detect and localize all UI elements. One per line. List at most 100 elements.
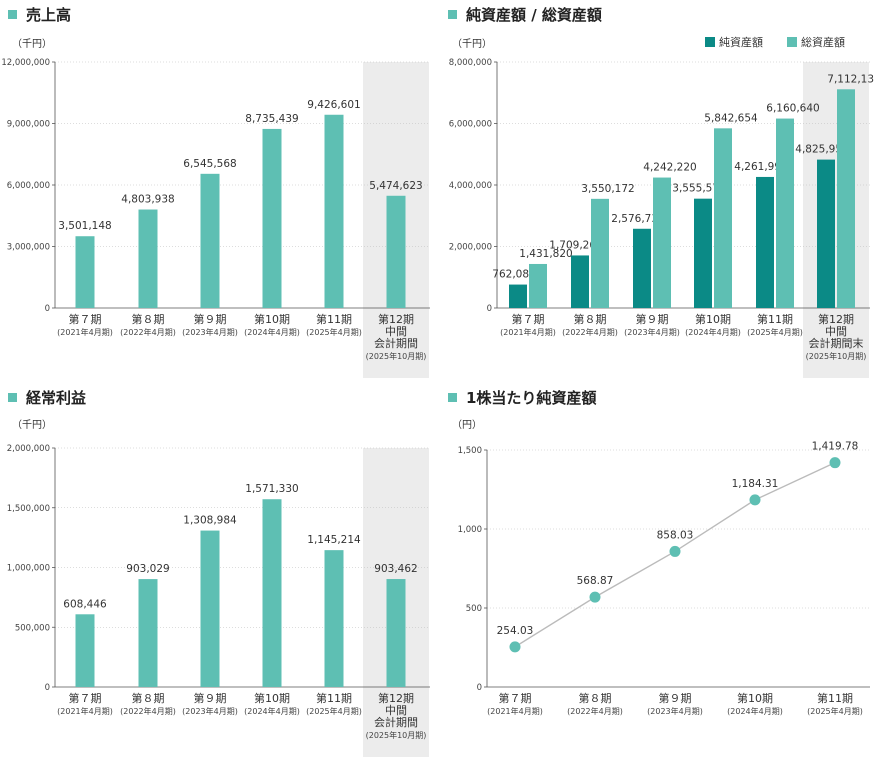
data-label: 1,571,330 — [245, 483, 298, 495]
bar-純資産額 — [817, 159, 835, 308]
data-label: 1,709,261 — [549, 239, 602, 251]
chart-panel-1: 売上高 （千円） 12,000,000 9,000,000 6,000,000 3,000… — [1, 6, 430, 378]
data-point — [589, 591, 601, 603]
x-category-sublabel: (2021年4月期) — [500, 327, 556, 337]
y-tick-label: 6,000,000 — [7, 181, 50, 191]
bar-経常利益 — [262, 499, 282, 687]
x-category-sublabel: 会計期間 — [374, 715, 418, 729]
x-category-sublabel: (2024年4月期) — [727, 706, 783, 716]
y-tick-label: 12,000,000 — [1, 58, 50, 68]
bar-総資産額 — [776, 118, 794, 308]
x-category-label: 第12期 — [378, 691, 414, 705]
x-category-sublabel: (2024年4月期) — [244, 327, 300, 337]
x-category-sublabel: (2024年4月期) — [685, 327, 741, 337]
y-unit-label: （円） — [452, 419, 482, 431]
x-category-label: 第12期 — [378, 312, 414, 326]
data-label: 1,308,984 — [183, 515, 237, 527]
x-category-label: 第10期 — [254, 312, 290, 326]
x-category-sublabel: (2022年4月期) — [567, 706, 623, 716]
data-label: 5,842,654 — [704, 112, 758, 124]
x-category-sublabel: (2023年4月期) — [624, 327, 680, 337]
x-category-sublabel: 会計期間 — [374, 336, 418, 350]
x-category-label: 第10期 — [695, 312, 731, 326]
legend-label: 総資産額 — [801, 35, 845, 49]
x-category-label: 第８期 — [574, 312, 607, 326]
y-tick-label: 500 — [466, 604, 482, 614]
y-tick-label: 8,000,000 — [449, 58, 492, 68]
x-category-sublabel: (2025年10月期) — [366, 730, 427, 740]
bar-売上高 — [200, 173, 220, 308]
x-category-sublabel: 中間 — [825, 325, 847, 338]
x-category-sublabel: (2024年4月期) — [244, 706, 300, 716]
data-point — [749, 494, 761, 506]
data-label: 762,081 — [492, 269, 535, 281]
y-tick-label: 6,000,000 — [449, 120, 492, 130]
bar-売上高 — [75, 236, 95, 308]
data-label: 7,112,133 — [827, 73, 874, 85]
bar-売上高 — [324, 114, 344, 309]
y-tick-label: 0 — [477, 683, 482, 693]
bar-売上高 — [138, 209, 158, 308]
chart-title: 1株当たり純資産額 — [466, 389, 596, 407]
x-category-sublabel: (2022年4月期) — [562, 327, 618, 337]
x-category-sublabel: (2025年4月期) — [747, 327, 803, 337]
data-label: 608,446 — [63, 598, 107, 610]
bar-経常利益 — [200, 530, 220, 687]
x-category-label: 第７期 — [69, 691, 102, 705]
data-label: 4,261,992 — [734, 161, 787, 173]
x-category-sublabel: (2021年4月期) — [487, 706, 543, 716]
bar-売上高 — [386, 195, 406, 308]
data-label: 254.03 — [497, 625, 534, 637]
data-label: 4,825,951 — [795, 144, 848, 156]
data-label: 4,242,220 — [643, 162, 696, 174]
data-label: 3,550,172 — [581, 183, 634, 195]
bar-売上高 — [262, 128, 282, 308]
x-category-sublabel: (2023年4月期) — [182, 327, 238, 337]
data-point — [669, 545, 681, 557]
data-label: 903,462 — [374, 563, 417, 575]
y-tick-label: 0 — [45, 683, 50, 693]
data-label: 6,160,640 — [766, 103, 819, 115]
x-category-label: 第７期 — [69, 312, 102, 326]
x-category-sublabel: (2025年4月期) — [807, 706, 863, 716]
data-label: 858.03 — [657, 529, 694, 541]
legend-swatch — [705, 37, 715, 47]
title-marker — [8, 393, 17, 402]
x-category-label: 第８期 — [579, 691, 612, 705]
x-category-label: 第９期 — [636, 312, 669, 326]
chart-panel-3: 経常利益 （千円） 2,000,000 1,500,000 1,000,000 500,0… — [7, 389, 430, 757]
x-category-sublabel: (2021年4月期) — [57, 706, 113, 716]
x-category-sublabel: 中間 — [385, 704, 407, 717]
data-label: 1,431,820 — [519, 248, 572, 260]
legend-swatch — [787, 37, 797, 47]
x-category-label: 第８期 — [132, 312, 165, 326]
y-unit-label: （千円） — [452, 38, 492, 50]
data-label: 1,145,214 — [307, 534, 361, 546]
x-category-sublabel: (2023年4月期) — [182, 706, 238, 716]
x-category-sublabel: (2025年4月期) — [306, 327, 362, 337]
x-category-label: 第９期 — [659, 691, 692, 705]
x-category-label: 第10期 — [254, 691, 290, 705]
data-point — [829, 457, 841, 469]
data-point — [509, 641, 521, 653]
data-label: 4,803,938 — [121, 194, 174, 206]
bar-総資産額 — [653, 177, 671, 308]
y-tick-label: 3,000,000 — [7, 243, 50, 253]
title-marker — [448, 10, 457, 19]
title-marker — [448, 393, 457, 402]
data-label: 8,735,439 — [245, 113, 298, 125]
x-category-sublabel: (2022年4月期) — [120, 327, 176, 337]
x-category-label: 第11期 — [757, 312, 793, 326]
x-category-label: 第11期 — [316, 691, 352, 705]
x-category-sublabel: (2021年4月期) — [57, 327, 113, 337]
x-category-label: 第９期 — [194, 312, 227, 326]
x-category-sublabel: (2023年4月期) — [647, 706, 703, 716]
y-tick-label: 2,000,000 — [449, 243, 492, 253]
data-label: 568.87 — [577, 575, 614, 587]
title-marker — [8, 10, 17, 19]
y-tick-label: 1,500 — [458, 446, 482, 456]
bar-総資産額 — [714, 128, 732, 308]
y-tick-label: 2,000,000 — [7, 444, 50, 454]
bar-純資産額 — [633, 228, 651, 308]
